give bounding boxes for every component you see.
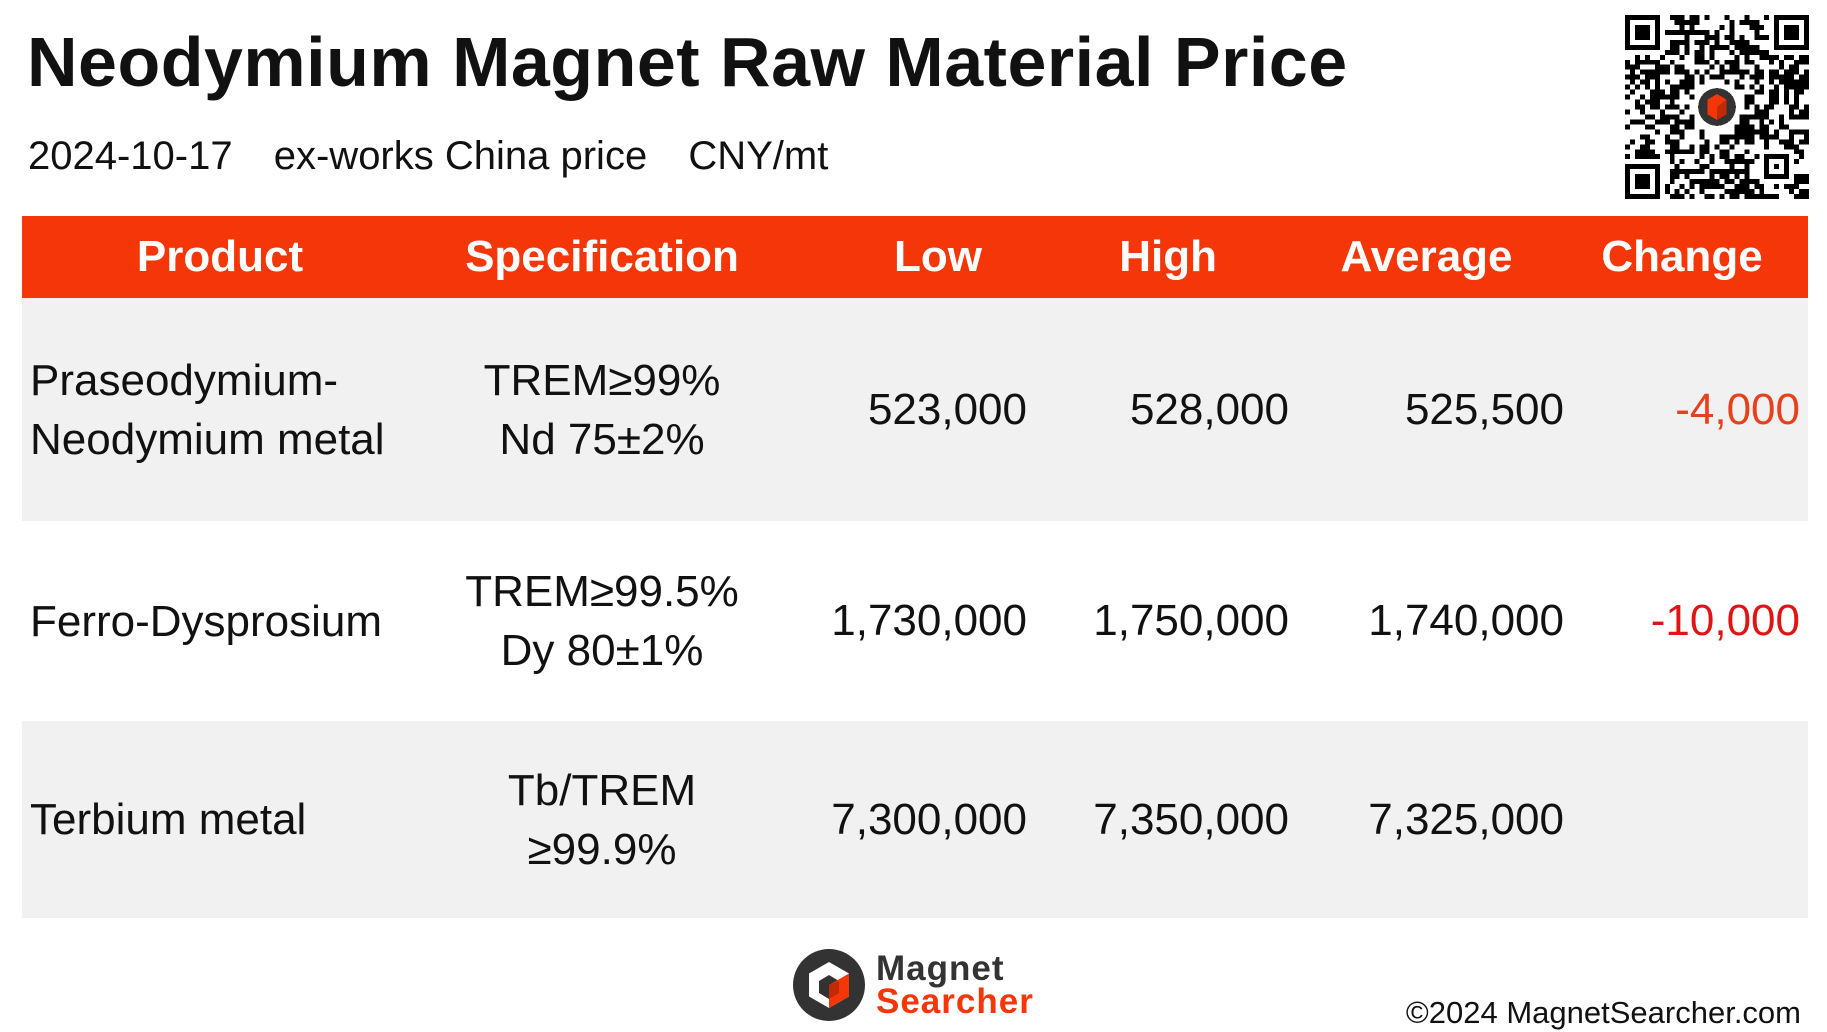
brand-name: Magnet Searcher xyxy=(876,949,1034,1021)
low-price-cell: 7,300,000 xyxy=(831,794,1027,844)
specification-line: Tb/TREM xyxy=(507,765,697,815)
brand-logo: Magnet Searcher xyxy=(792,948,1034,1022)
price-unit: CNY/mt xyxy=(688,134,829,178)
product-cell: Praseodymium- Neodymium metal xyxy=(30,298,410,521)
product-cell: Terbium metal xyxy=(30,721,410,918)
high-price-cell: 528,000 xyxy=(1129,384,1289,434)
product-name-line: Neodymium metal xyxy=(30,414,385,464)
specification-cell: Tb/TREM ≥99.9% xyxy=(402,721,802,918)
specification-line: TREM≥99.5% xyxy=(465,567,739,616)
page-title: Neodymium Magnet Raw Material Price xyxy=(27,23,1348,101)
copyright: ©2024 MagnetSearcher.com xyxy=(1405,995,1801,1030)
magnet-searcher-logo-icon xyxy=(793,949,865,1021)
price-date: 2024-10-17 xyxy=(28,134,233,178)
table-row: Terbium metal Tb/TREM ≥99.9% 7,300,000 7… xyxy=(22,721,1808,918)
column-header-change: Change xyxy=(1601,232,1763,281)
brand-line-1: Magnet xyxy=(876,949,1005,988)
column-header-low: Low xyxy=(894,232,982,281)
change-cell xyxy=(1564,721,1800,918)
specification-cell: TREM≥99% Nd 75±2% xyxy=(402,298,802,521)
specification-cell: TREM≥99.5% Dy 80±1% xyxy=(402,521,802,721)
specification-line: Dy 80±1% xyxy=(500,626,704,675)
high-price-cell: 7,350,000 xyxy=(1093,794,1289,844)
high-price-cell: 1,750,000 xyxy=(1093,596,1289,645)
subtitle: 2024-10-17 ex-works China price CNY/mt xyxy=(28,134,858,179)
price-table: Product Specification Low High Average C… xyxy=(22,216,1808,918)
product-name-line: Terbium metal xyxy=(30,795,307,844)
average-price-cell: 1,740,000 xyxy=(1368,596,1564,645)
column-header-specification: Specification xyxy=(465,232,739,281)
table-header: Product Specification Low High Average C… xyxy=(22,216,1808,298)
brand-line-2: Searcher xyxy=(876,982,1034,1021)
table-row: Praseodymium- Neodymium metal TREM≥99% N… xyxy=(22,298,1808,521)
price-basis: ex-works China price xyxy=(273,134,648,178)
low-price-cell: 523,000 xyxy=(867,384,1027,434)
low-price-cell: 1,730,000 xyxy=(831,596,1027,645)
qr-code-icon xyxy=(1625,15,1809,199)
change-cell: -4,000 xyxy=(1675,384,1800,434)
specification-line: Nd 75±2% xyxy=(499,414,705,464)
average-price-cell: 525,500 xyxy=(1404,384,1564,434)
column-header-high: High xyxy=(1119,232,1217,281)
table-row: Ferro-Dysprosium TREM≥99.5% Dy 80±1% 1,7… xyxy=(22,521,1808,721)
column-header-average: Average xyxy=(1340,232,1513,281)
specification-line: TREM≥99% xyxy=(483,355,721,405)
column-header-product: Product xyxy=(136,232,304,281)
product-name-line: Ferro-Dysprosium xyxy=(30,596,383,646)
change-cell: -10,000 xyxy=(1650,596,1800,645)
specification-line: ≥99.9% xyxy=(527,824,677,874)
product-name-line: Praseodymium- xyxy=(30,355,339,405)
product-cell: Ferro-Dysprosium xyxy=(30,521,410,721)
average-price-cell: 7,325,000 xyxy=(1368,794,1564,844)
